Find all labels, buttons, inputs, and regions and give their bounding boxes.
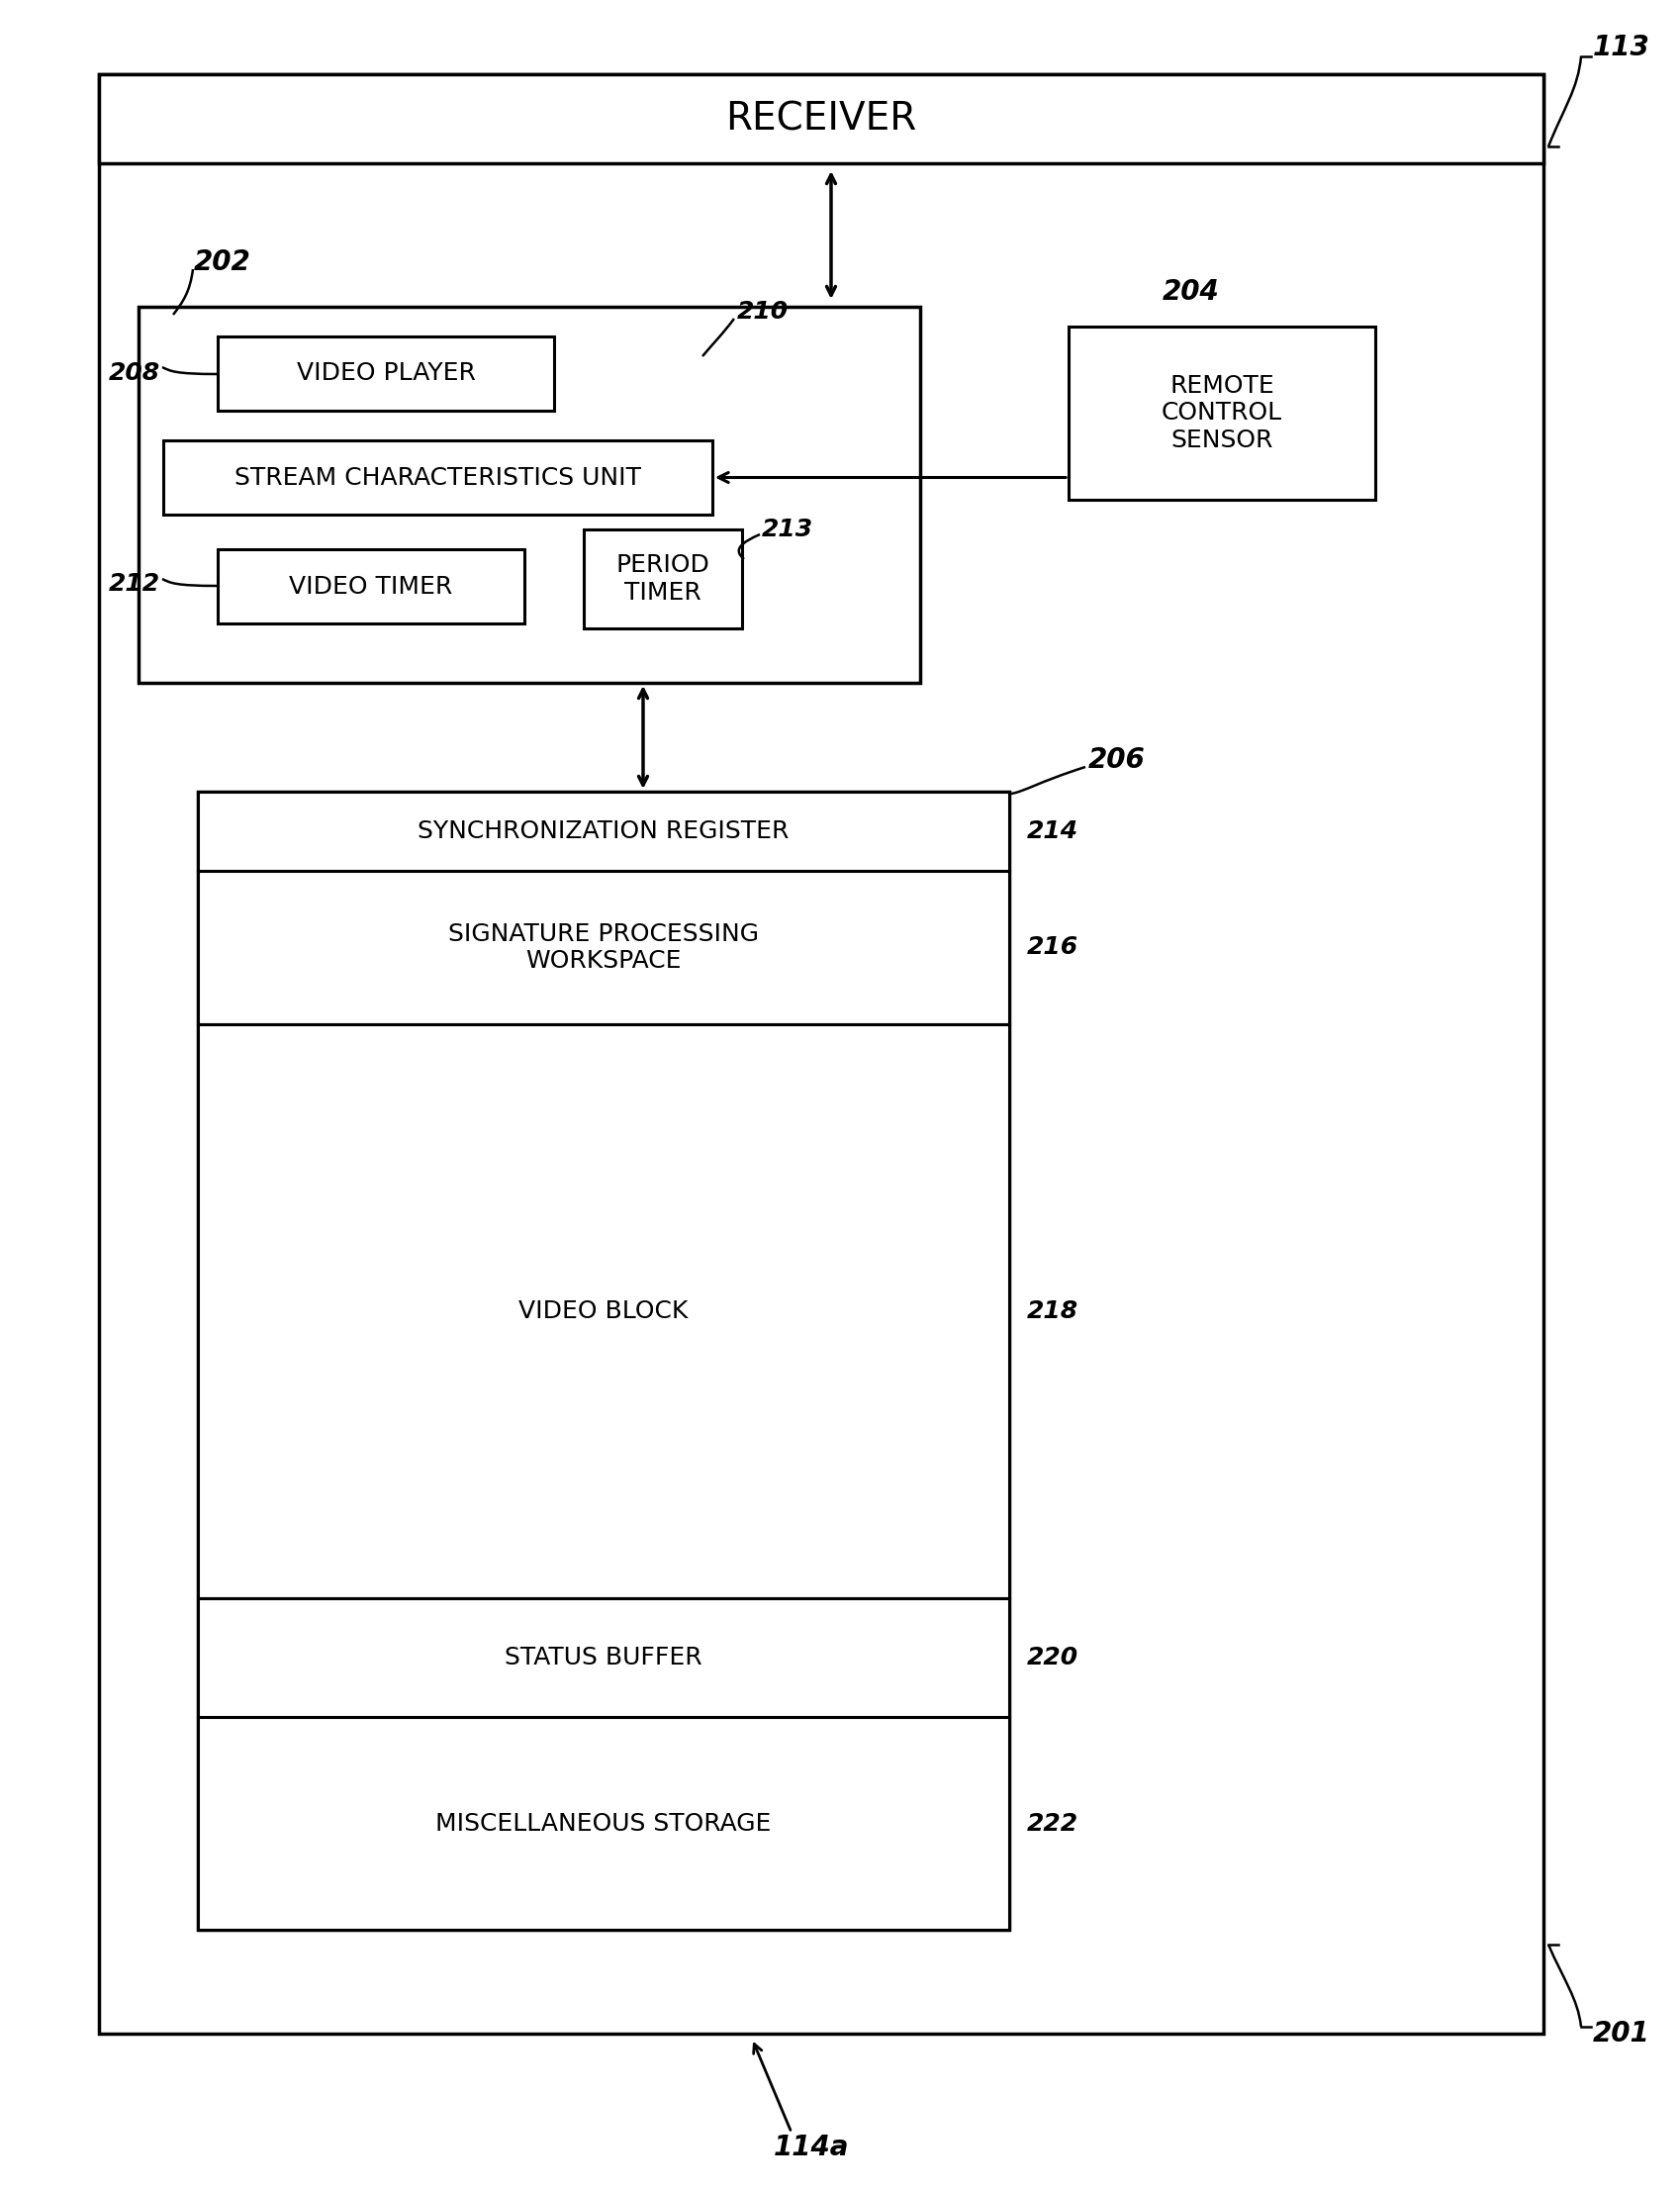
Text: 206: 206 (1089, 747, 1146, 773)
Text: 220: 220 (1026, 1645, 1079, 1670)
Text: STREAM CHARACTERISTICS UNIT: STREAM CHARACTERISTICS UNIT (235, 467, 642, 489)
Bar (218, 550, 524, 624)
Text: 210: 210 (738, 300, 788, 324)
Text: 216: 216 (1026, 936, 1079, 960)
Text: 208: 208 (109, 362, 160, 386)
Text: 114a: 114a (773, 2134, 848, 2160)
Text: MISCELLANEOUS STORAGE: MISCELLANEOUS STORAGE (435, 1812, 771, 1836)
Bar (198, 1597, 1010, 1718)
Text: 201: 201 (1593, 2020, 1650, 2049)
Bar (198, 1023, 1010, 1597)
Bar (218, 337, 554, 410)
Bar (163, 440, 712, 515)
Bar (198, 791, 1010, 1930)
Text: VIDEO BLOCK: VIDEO BLOCK (519, 1299, 689, 1323)
Bar (1068, 326, 1376, 500)
Text: 213: 213 (761, 517, 813, 541)
Text: 204: 204 (1163, 278, 1220, 307)
Text: REMOTE
CONTROL
SENSOR: REMOTE CONTROL SENSOR (1161, 375, 1282, 454)
Text: 212: 212 (109, 572, 160, 596)
Text: 214: 214 (1026, 819, 1079, 844)
Text: RECEIVER: RECEIVER (726, 101, 917, 138)
Text: 222: 222 (1026, 1812, 1079, 1836)
Bar (198, 1718, 1010, 1930)
Text: VIDEO PLAYER: VIDEO PLAYER (296, 362, 475, 386)
Text: SYNCHRONIZATION REGISTER: SYNCHRONIZATION REGISTER (418, 819, 790, 844)
Bar (138, 307, 921, 684)
Text: 113: 113 (1593, 33, 1650, 61)
Bar (99, 74, 1544, 164)
Text: VIDEO TIMER: VIDEO TIMER (289, 574, 454, 598)
Bar (583, 530, 743, 629)
Bar (198, 870, 1010, 1023)
Text: STATUS BUFFER: STATUS BUFFER (504, 1645, 702, 1670)
Text: SIGNATURE PROCESSING
WORKSPACE: SIGNATURE PROCESSING WORKSPACE (449, 922, 759, 973)
Text: 218: 218 (1026, 1299, 1079, 1323)
Bar (99, 74, 1544, 2033)
Text: PERIOD
TIMER: PERIOD TIMER (617, 554, 711, 605)
Bar (198, 791, 1010, 870)
Text: 202: 202 (195, 248, 252, 276)
